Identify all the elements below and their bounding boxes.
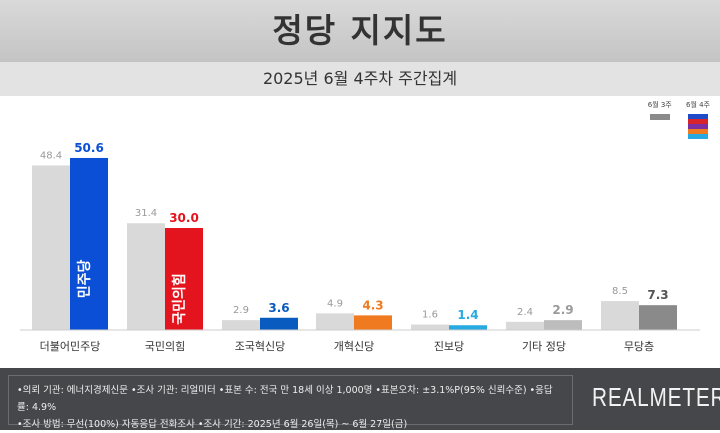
category-label: 더불어민주당	[40, 340, 101, 353]
header: 정당 지지도	[0, 0, 720, 62]
value-label-prev: 1.6	[422, 310, 438, 321]
category-label: 조국혁신당	[235, 340, 286, 353]
page-title: 정당 지지도	[272, 11, 448, 50]
bar-curr	[260, 317, 298, 330]
party-logo: 민주당	[76, 260, 93, 299]
legend-prev-swatch	[649, 114, 670, 120]
bar-curr	[544, 320, 582, 330]
value-label-curr: 30.0	[169, 211, 199, 225]
bar-prev	[601, 301, 639, 330]
bar-prev	[316, 313, 354, 330]
bar-prev	[506, 321, 544, 330]
value-label-curr: 7.3	[647, 288, 668, 302]
survey-info: •의뢰 기관: 에너지경제신문 •조사 기관: 리얼미터 •표본 수: 전국 만…	[8, 375, 573, 430]
footer: •의뢰 기관: 에너지경제신문 •조사 기관: 리얼미터 •표본 수: 전국 만…	[0, 368, 720, 430]
survey-info-line2: •조사 방법: 무선(100%) 자동응답 전화조사 •조사 기간: 2025년…	[17, 419, 408, 430]
bar-curr	[354, 315, 392, 330]
legend-curr: 6월 4주	[686, 100, 710, 139]
value-label-curr: 3.6	[268, 301, 289, 315]
category-label: 진보당	[434, 340, 464, 353]
survey-info-line1: •의뢰 기관: 에너지경제신문 •조사 기관: 리얼미터 •표본 수: 전국 만…	[17, 385, 553, 413]
bar-curr	[639, 305, 677, 330]
bar-prev	[127, 223, 165, 330]
value-label-prev: 31.4	[135, 208, 157, 219]
value-label-curr: 4.3	[362, 298, 383, 312]
category-label: 무당층	[624, 340, 654, 353]
category-label: 국민의힘	[145, 340, 185, 353]
bar-prev	[411, 324, 449, 330]
value-label-prev: 2.9	[233, 305, 249, 316]
value-label-prev: 4.9	[327, 298, 343, 309]
bar-prev	[222, 320, 260, 330]
bar-curr	[70, 157, 108, 330]
category-label: 기타 정당	[522, 340, 566, 353]
subtitle: 2025년 6월 4주차 주간집계	[0, 62, 720, 96]
legend-prev-label: 6월 3주	[647, 101, 672, 109]
bar-curr	[449, 325, 487, 330]
realmeter-logo: REALMETER	[592, 382, 720, 412]
legend-curr-label: 6월 4주	[685, 101, 710, 109]
bar-prev	[32, 165, 70, 330]
legend: 6월 3주 6월 4주	[636, 100, 710, 139]
legend-prev: 6월 3주	[648, 100, 672, 120]
bar-curr	[165, 228, 203, 330]
category-label: 개혁신당	[334, 340, 374, 353]
value-label-curr: 1.4	[457, 308, 478, 322]
value-label-prev: 8.5	[612, 286, 628, 297]
party-logo: 국민의힘	[171, 273, 188, 325]
value-label-curr: 2.9	[552, 303, 573, 317]
value-label-curr: 50.6	[74, 141, 104, 155]
legend-curr-swatch	[687, 114, 708, 139]
value-label-prev: 48.4	[40, 150, 62, 161]
value-label-prev: 2.4	[517, 307, 533, 318]
